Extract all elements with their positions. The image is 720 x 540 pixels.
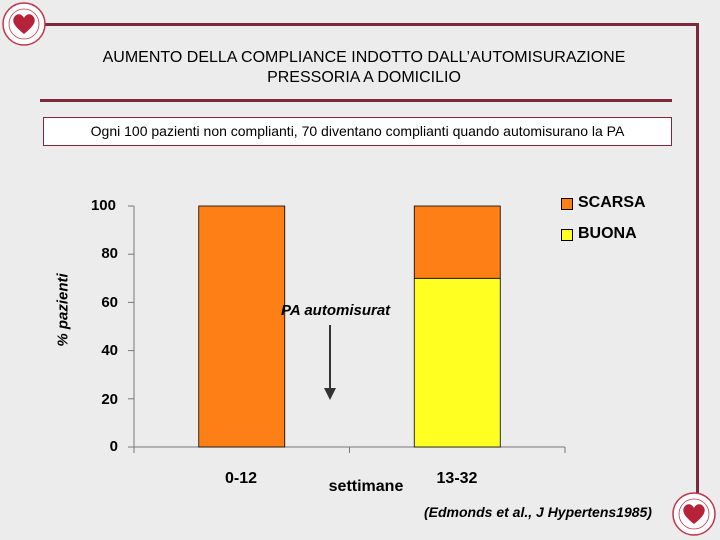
bar-scarsa-13-32 xyxy=(413,205,501,279)
title-line-2: PRESSORIA A DOMICILIO xyxy=(267,69,461,86)
legend-swatch-scarsa xyxy=(561,198,573,210)
y-tick-label-60: 60 xyxy=(101,294,118,311)
bar-buona-13-32 xyxy=(413,277,501,448)
society-seal-logo-bottom-right xyxy=(672,492,716,536)
subtitle-box: Ogni 100 pazienti non complianti, 70 div… xyxy=(43,117,672,146)
title-underline xyxy=(40,99,672,102)
x-tick-label-13-32: 13-32 xyxy=(436,470,478,487)
y-tick-label-100: 100 xyxy=(90,197,116,214)
title-line-1: AUMENTO DELLA COMPLIANCE INDOTTO DALL’AU… xyxy=(102,49,626,66)
legend-label-buona: BUONA xyxy=(578,225,637,242)
y-tick-label-20: 20 xyxy=(101,391,118,408)
x-axis-label: settimane xyxy=(328,478,404,495)
annotation-label: PA automisurat xyxy=(281,302,391,319)
frame-top-border xyxy=(25,23,699,26)
down-arrow-icon xyxy=(324,325,336,400)
bar-scarsa-0-12 xyxy=(198,205,286,448)
frame-right-border xyxy=(696,23,699,503)
y-tick-label-0: 0 xyxy=(109,438,118,455)
x-tick-label-0-12: 0-12 xyxy=(224,470,258,487)
y-tick-label-40: 40 xyxy=(101,342,118,359)
y-tick-label-80: 80 xyxy=(101,245,118,262)
page-title: AUMENTO DELLA COMPLIANCE INDOTTO DALL’AU… xyxy=(40,48,688,88)
legend-label-scarsa: SCARSA xyxy=(578,194,646,211)
legend-swatch-buona xyxy=(561,229,573,241)
source-citation: (Edmonds et al., J Hypertens1985) xyxy=(424,504,652,520)
society-seal-logo-top-left xyxy=(2,2,46,46)
